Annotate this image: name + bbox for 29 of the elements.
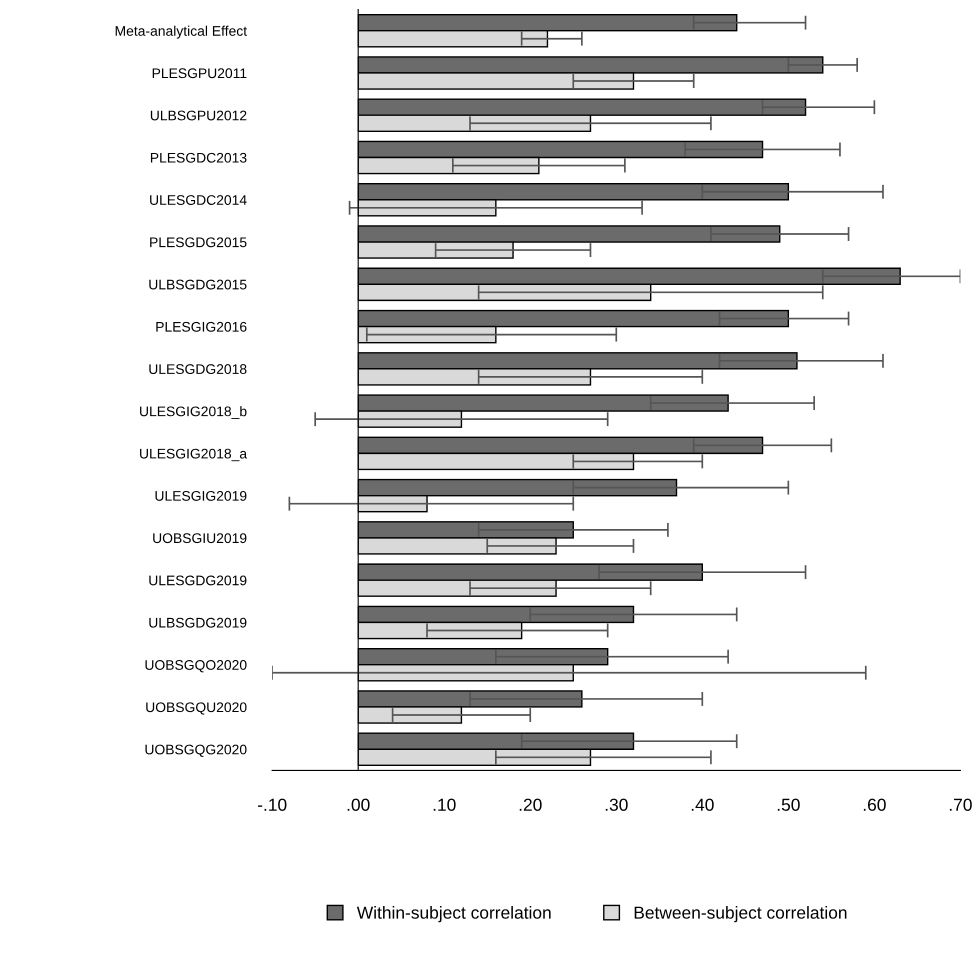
y-tick-label: PLESGIG2016	[156, 322, 246, 332]
x-tick-label: .70	[950, 798, 972, 811]
y-tick-label: PLESGDC2013	[150, 152, 246, 163]
y-tick-label: Meta-analytical Effect	[116, 26, 247, 39]
legend-label: Between-subject correlation	[634, 906, 846, 922]
y-tick-label: ULBSGDG2015	[149, 280, 246, 290]
x-tick-label: .10	[434, 798, 456, 811]
x-tick-label: .40	[692, 798, 714, 811]
y-tick-label: ULESGIG2019	[156, 490, 246, 501]
legend-label: Within-subject correlation	[356, 906, 551, 922]
x-tick-label: -.10	[258, 798, 286, 811]
y-tick-label: PLESGDG2015	[150, 237, 246, 248]
x-tick-label: .00	[348, 798, 370, 811]
y-tick-label: ULESGIG2018_a	[140, 448, 248, 462]
y-tick-label: ULBSGDG2019	[149, 618, 246, 628]
y-tick-label: ULESGDG2019	[149, 576, 246, 586]
y-tick-label: PLESGPU2011	[152, 68, 246, 78]
y-tick-label: UOBSGQG2020	[145, 744, 247, 757]
y-tick-label: ULESGDG2018	[149, 364, 246, 374]
x-tick-label: .20	[520, 798, 542, 811]
y-tick-label: ULESGIG2018_b	[140, 406, 247, 419]
y-tick-label: UOBSGQO2020	[145, 660, 247, 672]
y-tick-label: ULBSGPU2012	[150, 110, 246, 120]
x-tick-label: .60	[864, 798, 886, 811]
y-tick-label: UOBSGQU2020	[146, 702, 247, 715]
y-tick-label: UOBSGIU2019	[153, 533, 246, 544]
x-tick-label: .30	[606, 798, 628, 811]
x-tick-label: .50	[778, 798, 800, 811]
y-tick-label: ULESGDC2014	[150, 195, 247, 205]
